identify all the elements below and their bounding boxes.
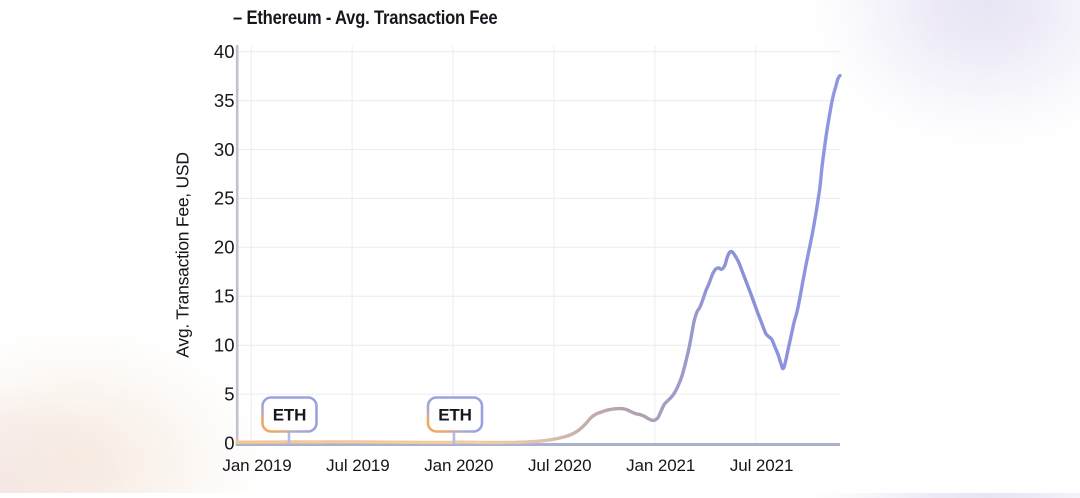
svg-text:– Ethereum - Avg. Transaction: – Ethereum - Avg. Transaction Fee [233,7,498,28]
svg-text:Jul 2020: Jul 2020 [528,456,591,475]
svg-text:5: 5 [224,383,234,404]
svg-text:15: 15 [214,286,235,307]
svg-text:ETH: ETH [273,406,306,425]
svg-text:10: 10 [214,335,235,356]
svg-text:Avg. Transaction Fee, USD: Avg. Transaction Fee, USD [173,152,193,357]
svg-text:Jul 2021: Jul 2021 [730,456,793,475]
svg-text:35: 35 [214,90,235,111]
svg-text:Jan 2020: Jan 2020 [424,456,493,475]
svg-text:25: 25 [214,188,235,209]
svg-text:Jan 2021: Jan 2021 [626,456,695,475]
svg-text:40: 40 [214,41,235,62]
svg-text:Jan 2019: Jan 2019 [222,456,291,475]
svg-text:30: 30 [214,139,235,160]
svg-text:0: 0 [224,432,234,453]
svg-text:20: 20 [214,237,235,258]
svg-text:ETH: ETH [438,406,471,425]
svg-text:Jul 2019: Jul 2019 [326,456,389,475]
